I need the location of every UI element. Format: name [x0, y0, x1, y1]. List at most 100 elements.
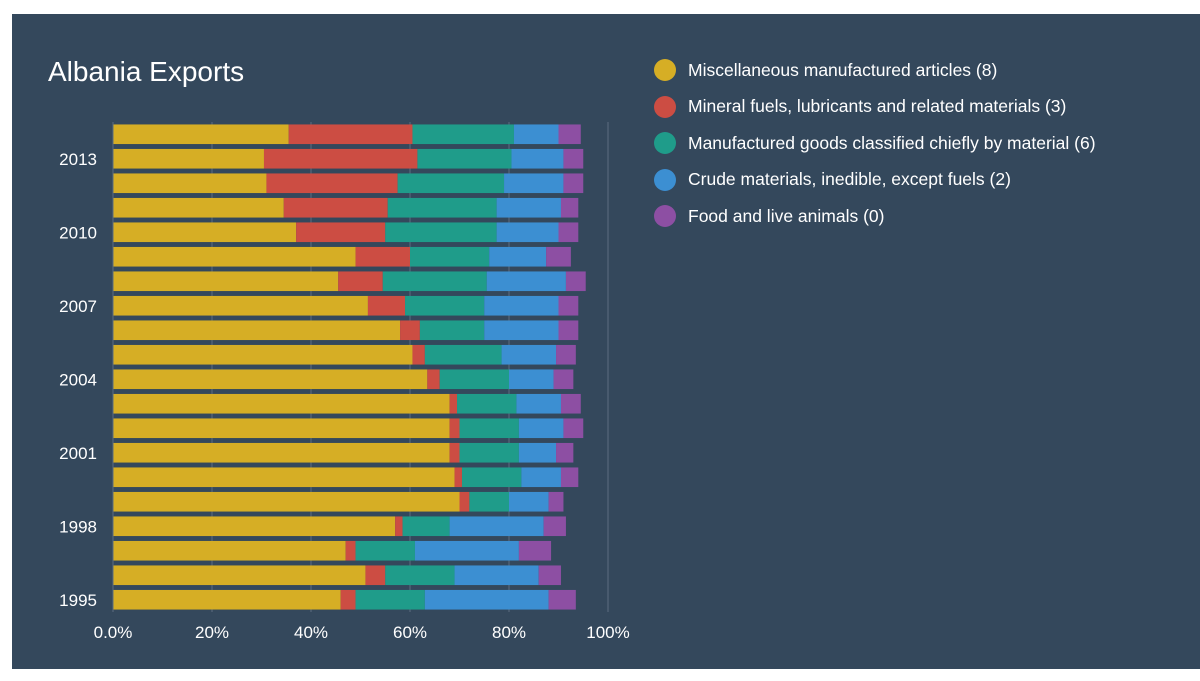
bar-segment — [355, 246, 410, 267]
bar-segment — [412, 344, 425, 365]
bar-segment — [484, 320, 559, 341]
legend-swatch — [654, 132, 676, 155]
bar-segment — [560, 393, 581, 414]
bar-segment — [461, 467, 522, 488]
bar-segment — [113, 320, 401, 341]
bar-segment — [504, 173, 564, 194]
legend-swatch — [654, 205, 676, 228]
legend-item[interactable]: Food and live animals (0) — [654, 198, 1096, 235]
bar-segment — [113, 124, 289, 145]
legend-label: Manufactured goods classified chiefly by… — [688, 132, 1096, 153]
bar-segment — [546, 246, 571, 267]
bar-segment — [459, 442, 519, 463]
bar-segment — [496, 222, 559, 243]
bar-segment — [113, 295, 368, 316]
bar-segment — [113, 271, 339, 292]
bar-segment — [113, 467, 455, 488]
bar-segment — [400, 320, 420, 341]
bar-segment — [565, 271, 586, 292]
legend-label: Crude materials, inedible, except fuels … — [688, 169, 1011, 190]
bar-segment — [459, 418, 519, 439]
bar-segment — [340, 589, 356, 610]
bar-segment — [113, 589, 341, 610]
bar-segment — [113, 418, 450, 439]
bar-segment — [113, 222, 297, 243]
bar-segment — [563, 173, 584, 194]
legend: Miscellaneous manufactured articles (8) M… — [654, 52, 1096, 235]
bar-segment — [397, 173, 505, 194]
x-tick-label: 20% — [195, 623, 229, 642]
bar-segment — [548, 589, 576, 610]
bar-segment — [459, 491, 470, 512]
bar-segment — [402, 516, 450, 537]
bar-segment — [558, 295, 579, 316]
bar-segment — [454, 565, 539, 586]
legend-swatch — [654, 59, 676, 82]
bar-segment — [296, 222, 386, 243]
bar-segment — [509, 369, 554, 390]
bar-segment — [558, 320, 579, 341]
y-tick-label: 2004 — [59, 370, 97, 389]
bar-segment — [355, 589, 425, 610]
bar-segment — [511, 148, 564, 169]
bar-segment — [538, 565, 561, 586]
bar-segment — [543, 516, 566, 537]
bar-segment — [365, 565, 386, 586]
bar-segment — [518, 418, 564, 439]
bar-segment — [424, 589, 549, 610]
legend-item[interactable]: Miscellaneous manufactured articles (8) — [654, 52, 1096, 89]
bar-segment — [387, 197, 497, 218]
bar-segment — [266, 173, 398, 194]
bar-segment — [548, 491, 564, 512]
legend-item[interactable]: Manufactured goods classified chiefly by… — [654, 125, 1096, 162]
bar-segment — [518, 540, 552, 561]
y-tick-label: 1995 — [59, 591, 97, 610]
bar-segment — [454, 467, 462, 488]
bar-segment — [556, 344, 576, 365]
bar-segment — [484, 295, 559, 316]
bar-segment — [385, 222, 497, 243]
bar-segment — [113, 197, 284, 218]
bar-segment — [489, 246, 547, 267]
bar-segment — [449, 393, 458, 414]
bar-segment — [113, 393, 450, 414]
bar-segment — [263, 148, 418, 169]
bar-segment — [553, 369, 574, 390]
y-tick-label: 2010 — [59, 223, 97, 242]
bar-segment — [338, 271, 383, 292]
bar-segment — [560, 197, 579, 218]
bar-segment — [427, 369, 440, 390]
bar-segment — [113, 540, 346, 561]
bar-segment — [283, 197, 388, 218]
bar-segment — [414, 540, 519, 561]
y-tick-label: 1998 — [59, 517, 97, 536]
bar-segment — [439, 369, 509, 390]
bar-segment — [518, 442, 557, 463]
bar-segment — [345, 540, 356, 561]
bar-segment — [113, 344, 413, 365]
bar-segment — [449, 442, 460, 463]
bar-segment — [558, 222, 579, 243]
bar-segment — [558, 124, 581, 145]
y-tick-label: 2001 — [59, 444, 97, 463]
bar-segment — [486, 271, 566, 292]
bar-segment — [113, 442, 450, 463]
chart-title: Albania Exports — [48, 56, 245, 87]
bar-segment — [113, 173, 267, 194]
x-tick-label: 60% — [393, 623, 427, 642]
bar-segment — [395, 516, 403, 537]
x-tick-label: 100% — [586, 623, 629, 642]
bar-segment — [405, 295, 485, 316]
legend-item[interactable]: Crude materials, inedible, except fuels … — [654, 162, 1096, 199]
bar-segment — [113, 148, 264, 169]
bar-segment — [113, 516, 396, 537]
x-tick-label: 40% — [294, 623, 328, 642]
x-tick-label: 0.0% — [94, 623, 133, 642]
bar-segment — [449, 516, 544, 537]
bar-segment — [521, 467, 561, 488]
bar-segment — [113, 491, 460, 512]
bar-segment — [469, 491, 509, 512]
x-tick-label: 80% — [492, 623, 526, 642]
legend-item[interactable]: Mineral fuels, lubricants and related ma… — [654, 89, 1096, 126]
